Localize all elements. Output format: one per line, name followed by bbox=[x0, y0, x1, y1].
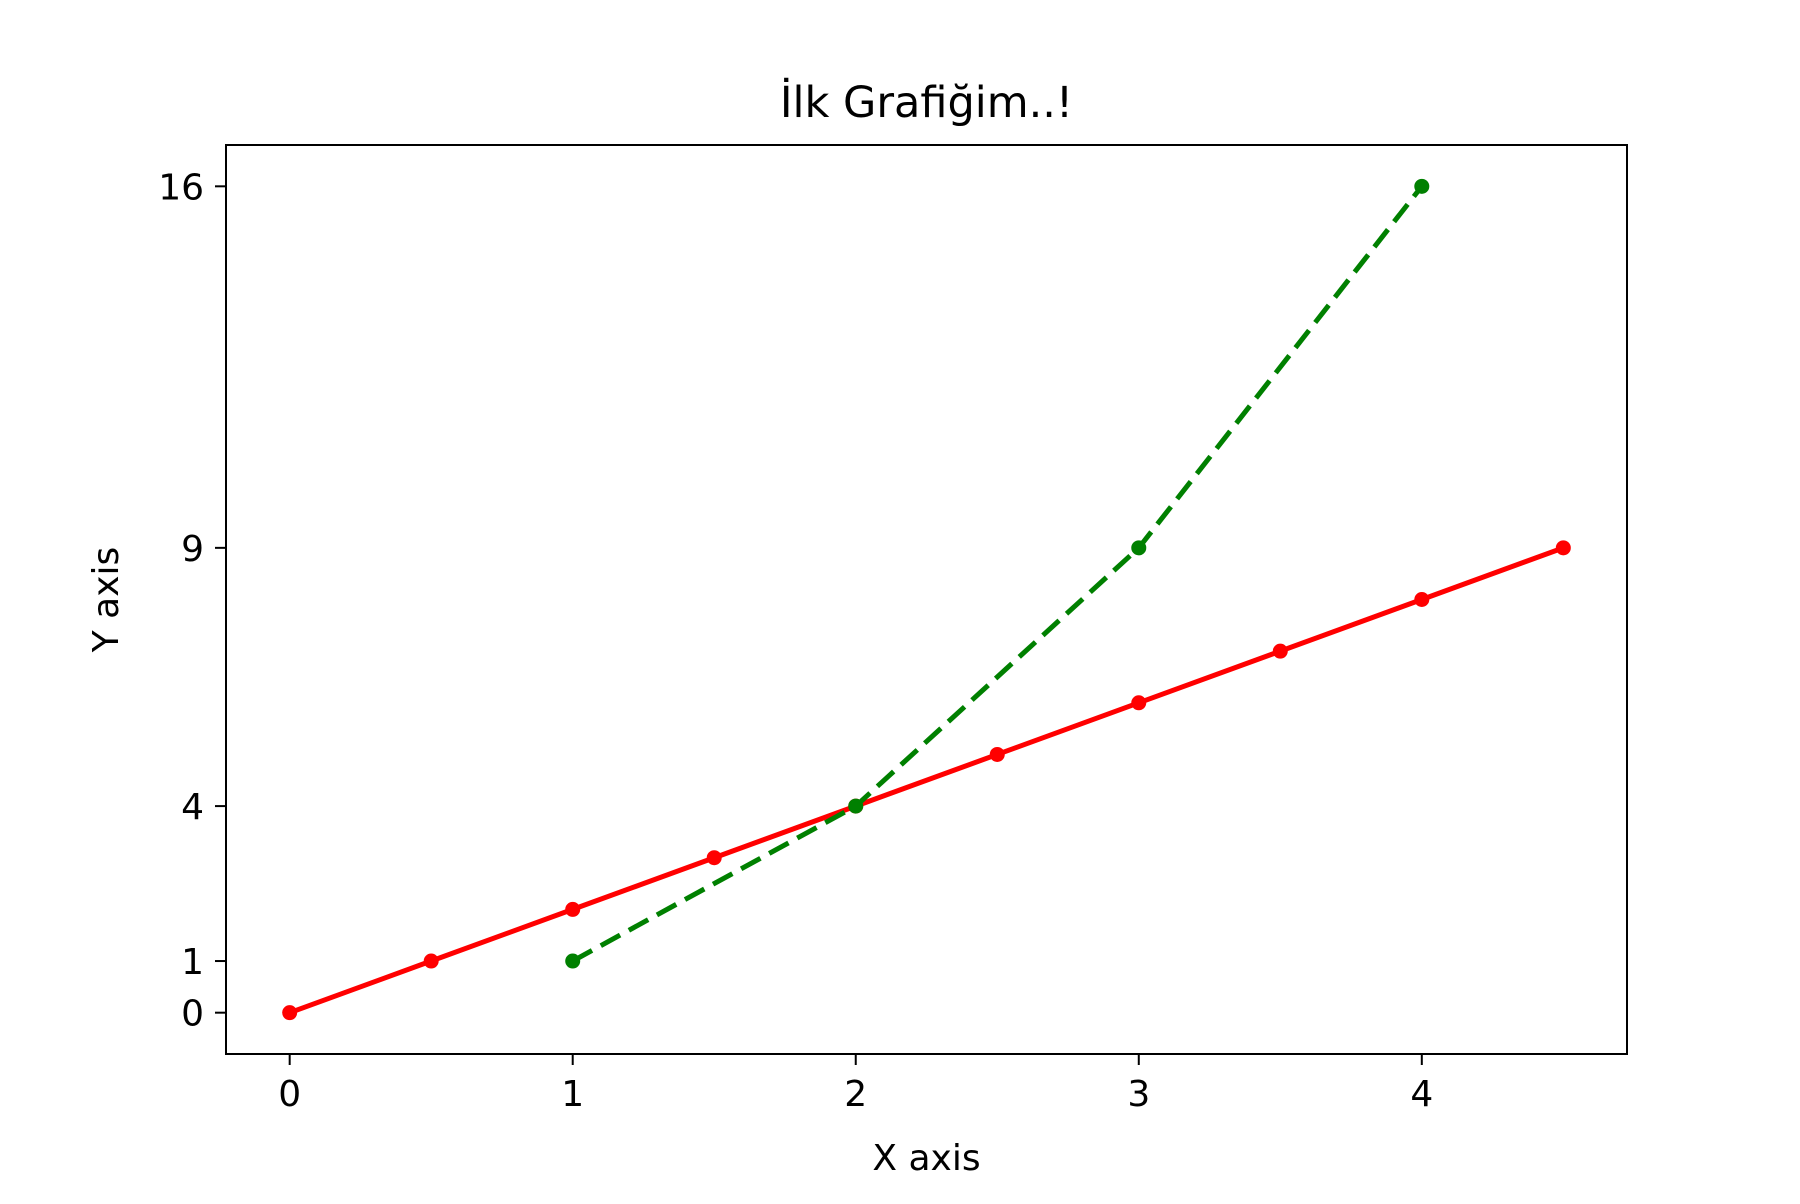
x-axis-ticks: 0 1 2 3 4 bbox=[278, 1054, 1433, 1115]
y-tick-label: 4 bbox=[181, 787, 204, 828]
x-tick-label: 4 bbox=[1410, 1074, 1433, 1115]
data-point-square bbox=[1414, 178, 1430, 194]
series-layer bbox=[282, 178, 1571, 1021]
data-point-linear bbox=[1555, 540, 1571, 556]
series-line-square bbox=[571, 184, 1424, 964]
series-line-linear bbox=[287, 545, 1566, 1016]
data-point-square bbox=[1131, 540, 1147, 556]
y-axis-label: Y axis bbox=[86, 547, 127, 654]
data-point-square bbox=[848, 798, 864, 814]
x-axis-label: X axis bbox=[872, 1138, 980, 1179]
y-tick-label: 9 bbox=[181, 529, 204, 570]
y-tick-label: 16 bbox=[158, 167, 204, 208]
data-point-linear bbox=[706, 850, 722, 866]
x-tick-label: 3 bbox=[1127, 1074, 1150, 1115]
data-point-linear bbox=[1414, 592, 1430, 607]
data-point-linear bbox=[565, 901, 581, 917]
x-tick-label: 2 bbox=[844, 1074, 867, 1115]
x-tick-label: 1 bbox=[561, 1074, 584, 1115]
chart-title: İlk Grafiğim..! bbox=[780, 77, 1073, 128]
data-point-linear bbox=[423, 953, 439, 969]
data-point-linear bbox=[1272, 643, 1288, 659]
x-tick-label: 0 bbox=[278, 1074, 301, 1115]
data-point-square bbox=[565, 953, 581, 969]
y-tick-label: 1 bbox=[181, 942, 204, 983]
data-point-linear bbox=[1131, 695, 1147, 711]
data-point-linear bbox=[989, 746, 1005, 762]
plot-frame bbox=[225, 144, 1628, 1055]
y-tick-label: 0 bbox=[181, 994, 204, 1035]
data-point-linear bbox=[282, 1005, 298, 1021]
y-axis-ticks: 0 1 4 9 16 bbox=[158, 167, 226, 1035]
